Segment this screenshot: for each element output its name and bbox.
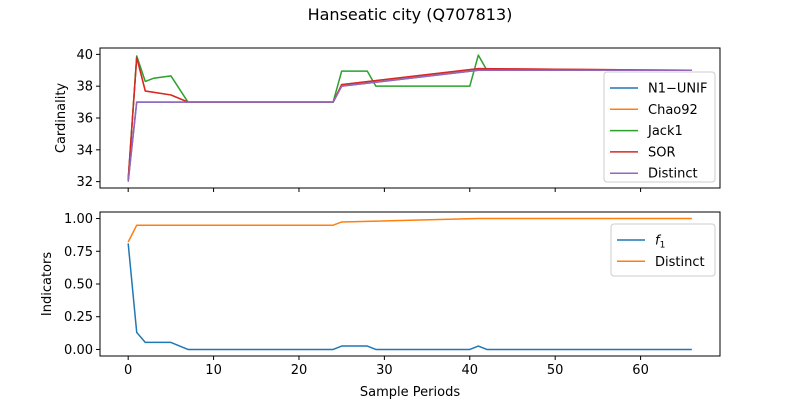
- x-tick-label: 50: [547, 363, 564, 378]
- legend-label: Chao92: [648, 103, 698, 118]
- legend-label: f1: [655, 234, 665, 251]
- y-tick-label: 38: [76, 80, 93, 95]
- legend-label: Distinct: [648, 167, 698, 182]
- indicators-plot: 0 10 20 30 40 50 60 0.00 0.25 0.50 0.75 1.00 Indicat…: [40, 211, 721, 400]
- y-tick-label: 36: [76, 112, 93, 127]
- y-axis-label: Indicators: [40, 252, 55, 316]
- y-tick-label: 40: [76, 48, 93, 63]
- y-tick-label: 0.00: [64, 343, 93, 358]
- series-line-distinct: [127, 69, 692, 182]
- legend-box: [610, 223, 716, 277]
- x-tick-label: 10: [205, 363, 222, 378]
- legend: f1 Distinct: [610, 223, 716, 277]
- legend-label: N1−UNIF: [648, 82, 707, 97]
- x-tick-label: 60: [632, 363, 649, 378]
- legend-label: Distinct: [655, 255, 705, 270]
- x-tick-label: 20: [291, 363, 308, 378]
- y-tick-label: 34: [76, 143, 93, 158]
- legend-box: [603, 71, 716, 183]
- series-line-jack1: [127, 54, 692, 181]
- y-tick-label: 32: [76, 175, 93, 190]
- x-tick-label: 40: [462, 363, 479, 378]
- figure-title: Hanseatic city (Q707813): [308, 5, 513, 24]
- legend-label: Jack1: [647, 124, 683, 139]
- series-line-f1: [127, 243, 692, 351]
- y-axis-label: Cardinality: [54, 83, 69, 154]
- legend-label: SOR: [648, 145, 676, 160]
- x-axis-label: Sample Periods: [360, 385, 460, 400]
- series-line-distinct: [127, 217, 692, 243]
- x-tick-label: 30: [376, 363, 393, 378]
- y-tick-label: 0.50: [64, 278, 93, 293]
- y-tick-label: 0.75: [64, 245, 93, 260]
- x-tick-label: 0: [124, 363, 132, 378]
- cardinality-plot: 32 34 36 38 40 Cardinality N1−UNIF Chao92 Jack1 S…: [54, 47, 721, 192]
- y-tick-label: 0.25: [64, 310, 93, 325]
- legend: N1−UNIF Chao92 Jack1 SOR Distinct: [603, 71, 716, 183]
- y-tick-label: 1.00: [64, 212, 93, 227]
